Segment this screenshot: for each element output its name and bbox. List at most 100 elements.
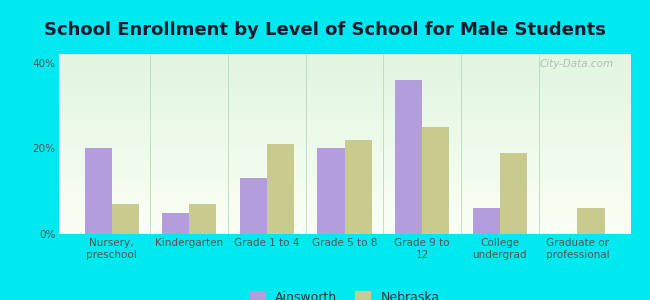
Bar bbox=[58, 214, 630, 216]
Bar bbox=[112, 204, 139, 234]
Bar bbox=[58, 133, 630, 135]
Bar bbox=[58, 122, 630, 124]
Bar bbox=[58, 112, 630, 113]
Bar bbox=[58, 61, 630, 63]
Bar bbox=[58, 173, 630, 175]
Bar bbox=[58, 97, 630, 99]
Bar bbox=[344, 140, 372, 234]
Bar bbox=[58, 99, 630, 101]
Bar bbox=[58, 202, 630, 203]
Bar bbox=[58, 68, 630, 70]
Bar bbox=[58, 187, 630, 189]
Bar bbox=[58, 216, 630, 218]
Bar bbox=[58, 63, 630, 65]
Bar bbox=[58, 77, 630, 79]
Bar bbox=[58, 205, 630, 207]
Bar bbox=[58, 230, 630, 232]
Bar bbox=[58, 194, 630, 196]
Bar bbox=[58, 164, 630, 166]
Bar bbox=[58, 67, 630, 68]
Bar bbox=[58, 94, 630, 95]
Bar bbox=[58, 119, 630, 121]
Bar bbox=[58, 182, 630, 184]
Bar bbox=[58, 225, 630, 227]
Bar bbox=[58, 117, 630, 119]
Bar bbox=[58, 191, 630, 193]
Bar bbox=[162, 213, 189, 234]
Bar bbox=[58, 155, 630, 157]
Bar bbox=[58, 185, 630, 187]
Bar bbox=[58, 104, 630, 106]
Bar bbox=[58, 175, 630, 176]
Bar bbox=[58, 166, 630, 167]
Bar bbox=[58, 207, 630, 209]
Text: School Enrollment by Level of School for Male Students: School Enrollment by Level of School for… bbox=[44, 21, 606, 39]
Bar bbox=[58, 95, 630, 97]
Bar bbox=[58, 148, 630, 149]
Bar bbox=[58, 146, 630, 148]
Bar bbox=[58, 209, 630, 211]
Bar bbox=[577, 208, 605, 234]
Bar bbox=[422, 127, 449, 234]
Bar bbox=[58, 203, 630, 205]
Bar bbox=[58, 113, 630, 115]
Bar bbox=[58, 106, 630, 108]
Legend: Ainsworth, Nebraska: Ainsworth, Nebraska bbox=[250, 291, 439, 300]
Bar bbox=[395, 80, 422, 234]
Bar bbox=[473, 208, 500, 234]
Bar bbox=[58, 162, 630, 164]
Bar bbox=[58, 211, 630, 212]
Bar bbox=[58, 56, 630, 58]
Bar bbox=[267, 144, 294, 234]
Bar bbox=[84, 148, 112, 234]
Bar bbox=[58, 212, 630, 214]
Bar bbox=[58, 151, 630, 153]
Bar bbox=[58, 101, 630, 103]
Bar bbox=[58, 126, 630, 128]
Bar bbox=[317, 148, 344, 234]
Bar bbox=[58, 218, 630, 220]
Bar bbox=[58, 130, 630, 131]
Bar bbox=[58, 135, 630, 137]
Bar bbox=[58, 229, 630, 230]
Bar bbox=[189, 204, 216, 234]
Text: City-Data.com: City-Data.com bbox=[540, 59, 614, 69]
Bar bbox=[58, 153, 630, 155]
Bar bbox=[58, 131, 630, 133]
Bar bbox=[58, 128, 630, 130]
Bar bbox=[58, 108, 630, 110]
Bar bbox=[58, 189, 630, 191]
Bar bbox=[58, 158, 630, 160]
Bar bbox=[58, 110, 630, 112]
Bar bbox=[58, 157, 630, 158]
Bar bbox=[58, 232, 630, 234]
Bar bbox=[58, 180, 630, 182]
Bar bbox=[58, 92, 630, 94]
Bar bbox=[58, 144, 630, 146]
Bar bbox=[58, 70, 630, 72]
Bar bbox=[58, 178, 630, 180]
Bar bbox=[58, 59, 630, 61]
Bar bbox=[58, 193, 630, 194]
Bar bbox=[240, 178, 267, 234]
Bar bbox=[58, 76, 630, 77]
Bar bbox=[58, 79, 630, 81]
Bar bbox=[58, 86, 630, 88]
Bar bbox=[58, 115, 630, 117]
Bar bbox=[58, 169, 630, 171]
Bar bbox=[58, 220, 630, 221]
Bar bbox=[58, 81, 630, 83]
Bar bbox=[58, 198, 630, 200]
Bar bbox=[58, 221, 630, 223]
Bar bbox=[58, 90, 630, 92]
Bar bbox=[58, 103, 630, 104]
Bar bbox=[58, 137, 630, 139]
Bar bbox=[500, 153, 527, 234]
Bar bbox=[58, 124, 630, 126]
Bar bbox=[58, 227, 630, 229]
Bar bbox=[58, 121, 630, 122]
Bar bbox=[58, 72, 630, 74]
Bar bbox=[58, 142, 630, 144]
Bar bbox=[58, 54, 630, 56]
Bar bbox=[58, 171, 630, 173]
